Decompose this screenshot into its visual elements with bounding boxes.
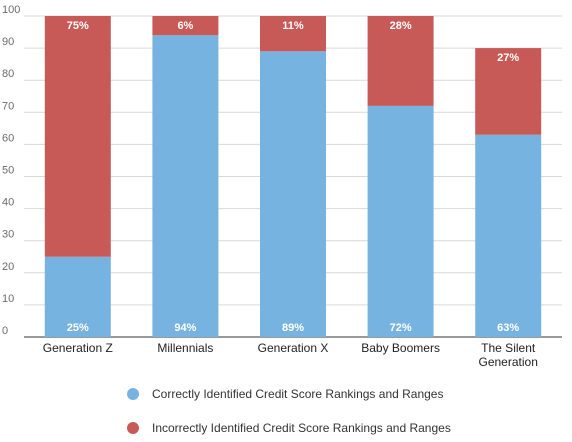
data-label-correct-1: 94% <box>174 322 196 334</box>
x-category-label-0: Generation Z <box>43 341 113 355</box>
data-label-incorrect-1: 6% <box>177 20 193 32</box>
data-label-correct-0: 25% <box>67 322 89 334</box>
y-tick-label-50: 50 <box>2 165 14 177</box>
legend: Correctly Identified Credit Score Rankin… <box>127 387 451 435</box>
bar-correct-4 <box>475 134 542 337</box>
bar-correct-1 <box>152 35 219 337</box>
x-category-label-1: Millennials <box>157 341 213 355</box>
bar-incorrect-1 <box>152 16 219 36</box>
y-tick-label-20: 20 <box>2 261 14 273</box>
legend-swatch-correct <box>127 388 139 400</box>
x-category-label-2: Generation X <box>258 341 329 355</box>
y-tick-label-40: 40 <box>2 197 14 209</box>
data-label-incorrect-4: 27% <box>497 52 519 64</box>
legend-label-correct: Correctly Identified Credit Score Rankin… <box>152 387 443 401</box>
y-axis-tick-labels: 0 10 20 30 40 50 60 70 80 90 100 <box>2 4 20 337</box>
bar-correct-3 <box>367 105 434 337</box>
y-tick-label-100: 100 <box>2 4 20 16</box>
data-label-correct-4: 63% <box>497 322 519 334</box>
y-tick-label-60: 60 <box>2 132 14 144</box>
data-label-incorrect-2: 11% <box>282 20 304 32</box>
data-label-correct-3: 72% <box>390 322 412 334</box>
y-tick-label-90: 90 <box>2 36 14 48</box>
bar-incorrect-2 <box>260 16 326 52</box>
y-tick-label-10: 10 <box>2 293 14 305</box>
data-label-correct-2: 89% <box>282 322 304 334</box>
data-label-incorrect-3: 28% <box>390 20 412 32</box>
data-labels: 25% 75% 94% 6% 89% 11% 72% 28% 63% 27% <box>67 20 520 334</box>
data-label-incorrect-0: 75% <box>67 20 89 32</box>
bar-correct-2 <box>260 51 326 338</box>
y-tick-label-30: 30 <box>2 229 14 241</box>
bars <box>44 16 542 338</box>
y-tick-label-0: 0 <box>2 325 8 337</box>
y-tick-label-70: 70 <box>2 100 14 112</box>
x-category-label-4: The Silent Generation <box>479 341 538 369</box>
bar-incorrect-3 <box>367 16 434 106</box>
x-category-label-3: Baby Boomers <box>361 341 440 355</box>
legend-label-incorrect: Incorrectly Identified Credit Score Rank… <box>152 421 451 435</box>
x-axis-category-labels: Generation Z Millennials Generation X Baby … <box>43 341 538 369</box>
y-tick-label-80: 80 <box>2 68 14 80</box>
bar-incorrect-4 <box>475 48 542 135</box>
bar-incorrect-0 <box>44 16 111 257</box>
legend-swatch-incorrect <box>127 422 139 434</box>
bar-correct-0 <box>44 256 111 337</box>
